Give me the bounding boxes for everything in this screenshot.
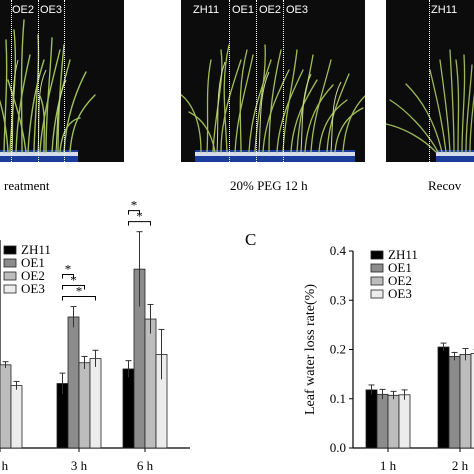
genotype-label-oe2: OE2 [259,4,282,16]
bar [365,389,378,449]
x-tick-label: 6 h [137,458,154,473]
legend-label: OE1 [388,260,412,275]
significance-bracket [62,285,85,290]
legend-swatch [370,250,384,260]
y-tick-label: 0.0 [330,440,346,455]
genotype-label-oe3: OE3 [286,4,309,16]
rice-seedlings-image [0,19,96,162]
y-tick-label: 0.3 [330,292,346,307]
genotype-label-zh11: ZH11 [193,4,220,16]
genotype-divider [256,0,257,162]
legend-swatch [3,245,17,255]
significance-bracket [128,221,151,226]
legend-label: OE3 [21,281,45,296]
x-tick-label: 2 h [452,458,469,473]
significance-bracket [62,274,74,279]
y-tick-label: 0.4 [330,243,347,258]
genotype-divider [229,0,230,162]
x-tick-label: 3 h [71,458,88,473]
genotype-label-oe1: OE1 [232,4,255,16]
significance-bracket [62,296,96,301]
y-tick-label: 0.2 [330,342,346,357]
legend-swatch [370,263,384,273]
genotype-divider [11,0,12,162]
genotype-divider [429,0,430,162]
photo-panel-recovery: ZH11 [386,0,474,162]
significance-star: * [76,284,83,299]
genotype-divider [283,0,284,162]
genotype-label-zh11: ZH11 [431,4,458,16]
panel-letter-c: C [245,230,257,249]
legend-swatch [3,271,17,281]
legend-swatch [3,284,17,294]
photo-panel-peg: ZH11 OE1 OE2 OE3 [181,0,365,162]
legend-label: OE2 [21,268,45,283]
significance-star: * [65,262,72,277]
bar [470,353,474,449]
bar [448,355,461,449]
bar [376,393,389,449]
y-axis-label: Leaf water loss rate(%) [303,284,318,415]
legend-swatch [3,258,17,268]
bar [387,394,400,449]
bar [398,394,411,449]
legend-label: OE2 [388,273,412,288]
legend-label: OE3 [388,286,412,301]
legend-swatch [370,276,384,286]
bar [459,354,472,449]
caption-peg: 20% PEG 12 h [230,178,308,193]
genotype-label-oe3: OE3 [40,4,63,16]
x-tick-label: 0 h [0,458,9,473]
x-tick-label: 1 h [380,458,397,473]
photo-panel-control: OE2 OE3 [0,0,124,162]
legend-label: ZH11 [388,247,418,262]
legend-swatch [370,289,384,299]
caption-recovery: Recov [428,178,462,193]
genotype-label-oe2: OE2 [12,4,35,16]
genotype-divider [64,0,65,162]
legend-label: ZH11 [21,242,51,257]
bar [437,346,450,449]
significance-bracket [128,210,140,215]
y-tick-label: 0.1 [330,391,346,406]
significance-star: * [70,273,77,288]
caption-control: reatment [4,178,50,193]
genotype-divider [38,0,39,162]
rice-seedlings-image [386,49,474,162]
legend-label: OE1 [21,255,45,270]
significance-star: * [131,198,138,213]
significance-star: * [136,209,143,224]
